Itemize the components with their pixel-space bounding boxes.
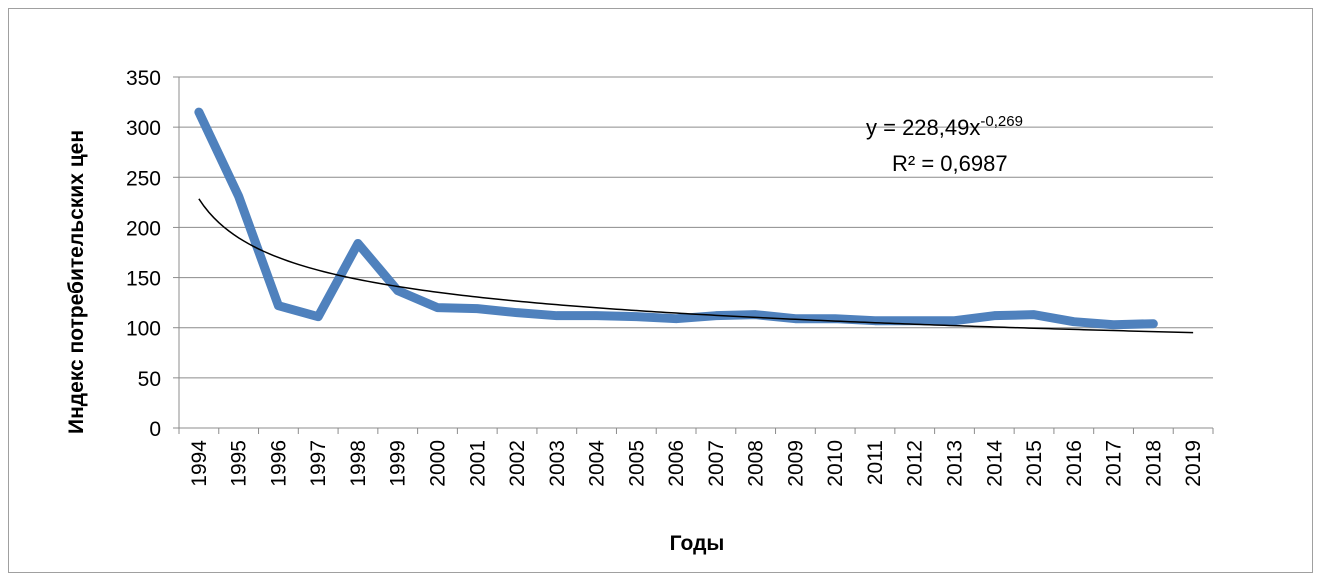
x-tick-label: 2000 — [427, 440, 450, 487]
axes — [173, 76, 1214, 434]
chart-frame — [8, 8, 1313, 573]
x-tick-label: 2016 — [1063, 440, 1086, 487]
data-point — [235, 193, 242, 200]
y-tick-label: 250 — [126, 167, 161, 190]
x-tick-label: 2019 — [1182, 440, 1205, 487]
data-point — [434, 304, 441, 311]
x-tick-label: 1996 — [267, 440, 290, 487]
x-tick-label: 2013 — [944, 440, 967, 487]
x-tick-label: 2015 — [1023, 440, 1046, 487]
data-point — [474, 305, 481, 312]
data-point — [1031, 311, 1038, 318]
y-tick-label: 350 — [126, 67, 161, 90]
x-tick-label: 1994 — [188, 440, 211, 487]
data-point — [832, 315, 839, 322]
data-point — [195, 109, 202, 116]
trendline-equation: y = 228,49x-0,269 — [866, 113, 1023, 140]
gridlines — [179, 76, 1213, 379]
data-point — [593, 312, 600, 319]
y-tick-label: 200 — [126, 217, 161, 240]
x-tick-label: 1999 — [387, 440, 410, 487]
data-point — [752, 311, 759, 318]
x-tick-label: 2009 — [784, 440, 807, 487]
x-tick-label: 2010 — [824, 440, 847, 487]
data-point — [951, 317, 958, 324]
y-tick-label: 50 — [138, 368, 161, 391]
x-tick-label: 2004 — [586, 440, 609, 487]
data-point — [315, 313, 322, 320]
trendline-equation-base: y = 228,49x — [866, 115, 980, 140]
x-tick-label: 2001 — [466, 440, 489, 487]
x-tick-label: 2005 — [625, 440, 648, 487]
x-tick-label: 2008 — [745, 440, 768, 487]
x-tick-label: 1995 — [228, 440, 251, 487]
data-point — [911, 317, 918, 324]
x-tick-label: 2007 — [705, 440, 728, 487]
data-point — [394, 287, 401, 294]
data-point — [553, 312, 560, 319]
y-tick-label: 100 — [126, 318, 161, 341]
x-tick-label: 2002 — [506, 440, 529, 487]
power-trendline — [198, 198, 1194, 334]
data-point — [1150, 320, 1157, 327]
y-axis-title: Индекс потребительских цен — [65, 130, 88, 434]
x-tick-label: 2017 — [1103, 440, 1126, 487]
data-point — [673, 315, 680, 322]
y-tick-label: 150 — [126, 268, 161, 291]
y-tick-label: 300 — [126, 117, 161, 140]
x-tick-label: 2011 — [864, 440, 887, 485]
x-tick-label: 2014 — [983, 440, 1006, 487]
y-tick-labels: 0 50 100 150 200 250 300 350 — [126, 67, 161, 441]
trendline-layer — [198, 198, 1194, 334]
x-tick-labels: 1994 1995 1996 1997 1998 1999 2000 2001 2002 2003… — [188, 440, 1205, 487]
data-point — [1070, 318, 1077, 325]
x-tick-label: 2012 — [904, 440, 927, 487]
trendline-equation-exponent: -0,269 — [980, 113, 1023, 130]
x-tick-label: 1998 — [347, 440, 370, 487]
trendline-r-squared: R² = 0,6987 — [892, 151, 1008, 176]
data-point — [275, 302, 282, 309]
data-point — [633, 313, 640, 320]
data-point — [991, 312, 998, 319]
data-point — [1110, 321, 1117, 328]
series-line-0 — [194, 107, 1158, 330]
series-layer — [194, 107, 1158, 330]
x-tick-label: 1997 — [307, 440, 330, 487]
x-axis-title: Годы — [670, 532, 725, 555]
data-point — [514, 309, 521, 316]
x-tick-label: 2018 — [1142, 440, 1165, 487]
x-tick-label: 2006 — [665, 440, 688, 487]
y-tick-label: 0 — [149, 418, 161, 441]
data-point — [354, 240, 361, 247]
x-tick-label: 2003 — [546, 440, 569, 487]
